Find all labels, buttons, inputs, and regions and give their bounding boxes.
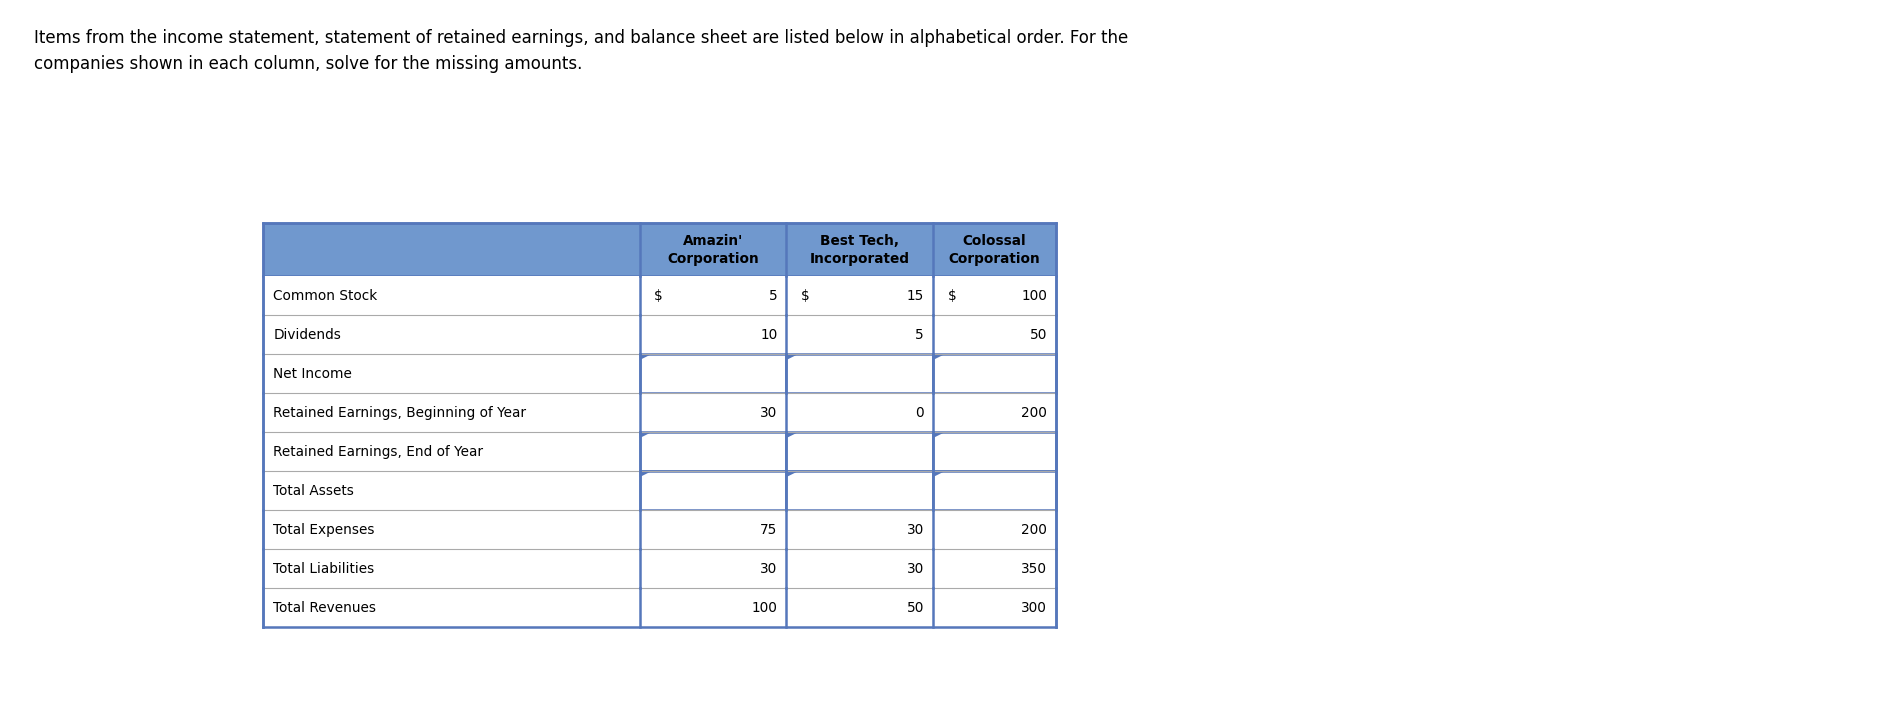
Text: 100: 100: [752, 601, 778, 615]
Text: Total Liabilities: Total Liabilities: [273, 562, 375, 576]
Text: Best Tech,
Incorporated: Best Tech, Incorporated: [809, 234, 909, 266]
Bar: [263, 393, 1055, 432]
Text: $: $: [947, 289, 956, 303]
Bar: [263, 510, 1055, 550]
Bar: [640, 471, 786, 510]
Bar: [263, 276, 1055, 315]
Bar: [786, 354, 934, 393]
Polygon shape: [786, 432, 797, 438]
Text: 30: 30: [759, 562, 778, 576]
Bar: [263, 550, 1055, 589]
Text: 200: 200: [1021, 523, 1047, 536]
Polygon shape: [640, 471, 652, 477]
Bar: [934, 471, 1055, 510]
Text: Total Revenues: Total Revenues: [273, 601, 377, 615]
Text: Amazin'
Corporation: Amazin' Corporation: [667, 234, 759, 266]
Text: $: $: [801, 289, 809, 303]
Text: 5: 5: [915, 328, 924, 342]
Text: 0: 0: [915, 405, 924, 420]
Text: Retained Earnings, Beginning of Year: Retained Earnings, Beginning of Year: [273, 405, 527, 420]
Text: 50: 50: [907, 601, 924, 615]
Bar: [934, 432, 1055, 471]
Text: 10: 10: [759, 328, 778, 342]
Text: Total Expenses: Total Expenses: [273, 523, 375, 536]
Bar: [934, 354, 1055, 393]
Text: 30: 30: [907, 562, 924, 576]
Text: 75: 75: [759, 523, 778, 536]
Text: Retained Earnings, End of Year: Retained Earnings, End of Year: [273, 445, 483, 459]
Polygon shape: [934, 432, 945, 438]
Text: Total Assets: Total Assets: [273, 484, 354, 498]
Text: Items from the income statement, statement of retained earnings, and balance she: Items from the income statement, stateme…: [34, 29, 1129, 72]
Text: Colossal
Corporation: Colossal Corporation: [949, 234, 1040, 266]
Bar: [263, 224, 1055, 276]
Text: 50: 50: [1030, 328, 1047, 342]
Text: 100: 100: [1021, 289, 1047, 303]
Bar: [640, 432, 786, 471]
Text: 350: 350: [1021, 562, 1047, 576]
Text: 30: 30: [759, 405, 778, 420]
Text: 300: 300: [1021, 601, 1047, 615]
Text: 15: 15: [907, 289, 924, 303]
Bar: [263, 315, 1055, 354]
Polygon shape: [640, 354, 652, 360]
Text: Dividends: Dividends: [273, 328, 341, 342]
Polygon shape: [934, 354, 945, 360]
Polygon shape: [640, 432, 652, 438]
Text: 200: 200: [1021, 405, 1047, 420]
Bar: [263, 432, 1055, 471]
Bar: [640, 354, 786, 393]
Text: Common Stock: Common Stock: [273, 289, 377, 303]
Polygon shape: [786, 354, 797, 360]
Bar: [263, 471, 1055, 510]
Text: Net Income: Net Income: [273, 366, 352, 381]
Polygon shape: [786, 471, 797, 477]
Polygon shape: [934, 471, 945, 477]
Bar: [263, 354, 1055, 393]
Bar: [263, 589, 1055, 628]
Text: 30: 30: [907, 523, 924, 536]
Text: $: $: [653, 289, 663, 303]
Text: 5: 5: [769, 289, 778, 303]
Bar: [786, 432, 934, 471]
Bar: [786, 471, 934, 510]
